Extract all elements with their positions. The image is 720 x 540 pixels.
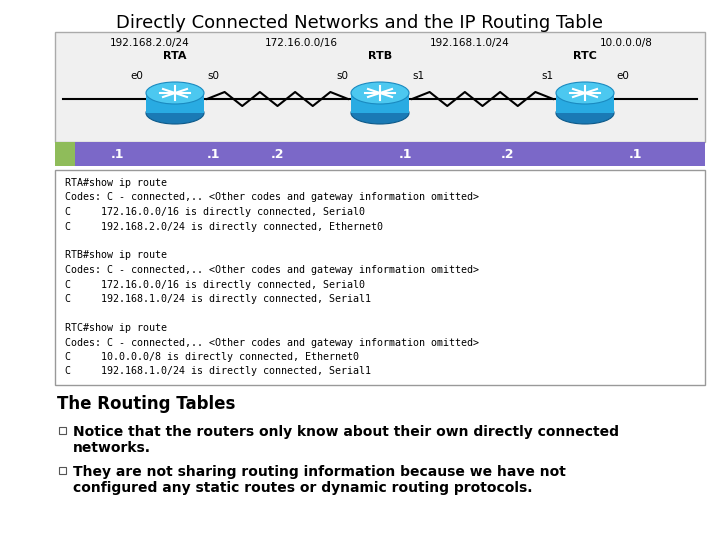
Text: RTA#show ip route: RTA#show ip route bbox=[65, 178, 167, 188]
Text: .1: .1 bbox=[206, 147, 220, 160]
Text: e0: e0 bbox=[616, 71, 629, 81]
Text: C     172.16.0.0/16 is directly connected, Serial0: C 172.16.0.0/16 is directly connected, S… bbox=[65, 280, 365, 289]
Ellipse shape bbox=[351, 102, 409, 124]
Bar bbox=[55, 142, 705, 166]
Text: .1: .1 bbox=[398, 147, 412, 160]
Bar bbox=[59, 427, 66, 434]
Text: C     192.168.2.0/24 is directly connected, Ethernet0: C 192.168.2.0/24 is directly connected, … bbox=[65, 221, 383, 232]
Text: C     192.168.1.0/24 is directly connected, Serial1: C 192.168.1.0/24 is directly connected, … bbox=[65, 294, 371, 304]
Text: s0: s0 bbox=[207, 71, 219, 81]
Text: C     10.0.0.0/8 is directly connected, Ethernet0: C 10.0.0.0/8 is directly connected, Ethe… bbox=[65, 352, 359, 362]
Text: .1: .1 bbox=[629, 147, 642, 160]
Text: Notice that the routers only know about their own directly connected: Notice that the routers only know about … bbox=[73, 425, 619, 439]
Text: 192.168.2.0/24: 192.168.2.0/24 bbox=[110, 38, 190, 48]
Bar bbox=[351, 93, 409, 113]
Text: s1: s1 bbox=[541, 71, 553, 81]
Text: 172.16.0.0/16: 172.16.0.0/16 bbox=[265, 38, 338, 48]
Text: 192.168.1.0/24: 192.168.1.0/24 bbox=[430, 38, 510, 48]
Text: configured any static routes or dynamic routing protocols.: configured any static routes or dynamic … bbox=[73, 481, 533, 495]
Text: s0: s0 bbox=[336, 71, 348, 81]
Ellipse shape bbox=[146, 102, 204, 124]
Text: RTC: RTC bbox=[573, 51, 597, 61]
Text: The Routing Tables: The Routing Tables bbox=[57, 395, 235, 413]
Ellipse shape bbox=[556, 102, 614, 124]
Bar bbox=[55, 32, 705, 142]
Ellipse shape bbox=[556, 82, 614, 104]
Text: RTB#show ip route: RTB#show ip route bbox=[65, 251, 167, 260]
Text: Directly Connected Networks and the IP Routing Table: Directly Connected Networks and the IP R… bbox=[117, 14, 603, 32]
Text: e0: e0 bbox=[130, 71, 143, 81]
Text: RTC#show ip route: RTC#show ip route bbox=[65, 323, 167, 333]
Text: s1: s1 bbox=[412, 71, 424, 81]
Ellipse shape bbox=[146, 82, 204, 104]
Text: .2: .2 bbox=[501, 147, 515, 160]
Text: .2: .2 bbox=[271, 147, 284, 160]
Text: C     192.168.1.0/24 is directly connected, Serial1: C 192.168.1.0/24 is directly connected, … bbox=[65, 367, 371, 376]
Text: Codes: C - connected,.. <Other codes and gateway information omitted>: Codes: C - connected,.. <Other codes and… bbox=[65, 192, 479, 202]
Text: C     172.16.0.0/16 is directly connected, Serial0: C 172.16.0.0/16 is directly connected, S… bbox=[65, 207, 365, 217]
Text: RTB: RTB bbox=[368, 51, 392, 61]
Bar bbox=[55, 170, 705, 385]
Text: Codes: C - connected,.. <Other codes and gateway information omitted>: Codes: C - connected,.. <Other codes and… bbox=[65, 338, 479, 348]
Bar bbox=[55, 142, 75, 166]
Ellipse shape bbox=[351, 82, 409, 104]
Text: They are not sharing routing information because we have not: They are not sharing routing information… bbox=[73, 465, 566, 479]
Text: RTA: RTA bbox=[163, 51, 186, 61]
Bar bbox=[556, 93, 614, 113]
Text: Codes: C - connected,.. <Other codes and gateway information omitted>: Codes: C - connected,.. <Other codes and… bbox=[65, 265, 479, 275]
Text: networks.: networks. bbox=[73, 441, 151, 455]
Text: 10.0.0.0/8: 10.0.0.0/8 bbox=[600, 38, 653, 48]
Text: .1: .1 bbox=[112, 147, 125, 160]
Bar bbox=[59, 467, 66, 474]
Bar bbox=[146, 93, 204, 113]
